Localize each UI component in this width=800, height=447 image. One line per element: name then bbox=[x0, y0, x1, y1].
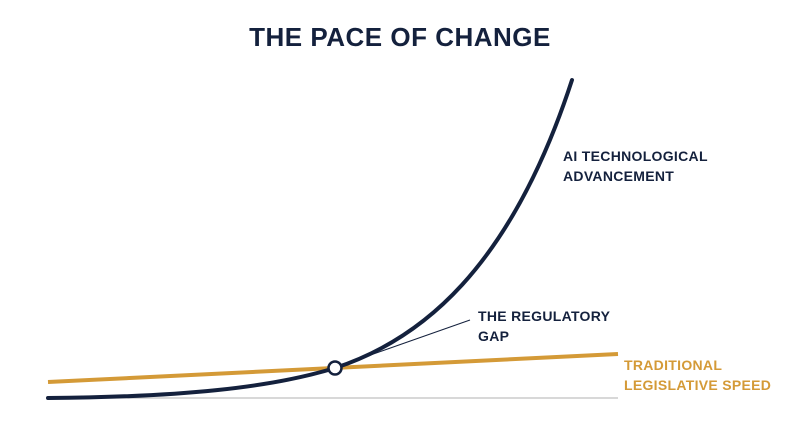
regulatory-gap-pointer bbox=[344, 319, 471, 365]
ai-advancement-label: AI TECHNOLOGICAL ADVANCEMENT bbox=[563, 146, 708, 186]
diagram-title: THE PACE OF CHANGE bbox=[249, 22, 551, 52]
regulatory-gap-label: THE REGULATORY GAP bbox=[478, 306, 610, 346]
legislative-speed-label: TRADITIONAL LEGISLATIVE SPEED bbox=[624, 355, 771, 395]
ai-advancement-curve bbox=[46, 78, 574, 400]
intersection-marker bbox=[327, 360, 343, 376]
legislative-speed-label-line1: TRADITIONAL bbox=[624, 357, 723, 373]
legislative-speed-label-line2: LEGISLATIVE SPEED bbox=[624, 377, 772, 393]
ai-advancement-label-line2: ADVANCEMENT bbox=[563, 168, 675, 184]
ai-advancement-label-line1: AI TECHNOLOGICAL bbox=[563, 148, 708, 164]
regulatory-gap-label-line1: THE REGULATORY bbox=[478, 308, 611, 324]
regulatory-gap-label-line2: GAP bbox=[478, 328, 510, 344]
